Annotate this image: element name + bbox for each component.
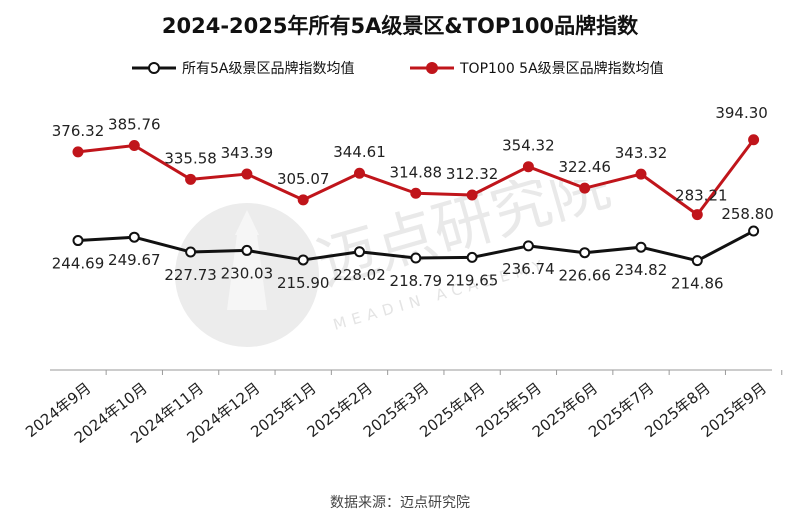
- data-label-top100: 343.32: [615, 144, 668, 162]
- data-label-all-5a: 215.90: [277, 274, 330, 292]
- data-point-all-5a: [72, 235, 84, 247]
- data-point-top100: [579, 182, 591, 194]
- legend-marker-top100: [410, 62, 454, 74]
- data-label-all-5a: 230.03: [221, 264, 274, 282]
- data-point-all-5a: [128, 231, 140, 243]
- data-label-all-5a: 214.86: [671, 275, 724, 293]
- data-point-all-5a: [185, 246, 197, 258]
- data-label-top100: 385.76: [108, 116, 161, 134]
- legend-item-top100: TOP100 5A级景区品牌指数均值: [410, 58, 664, 78]
- data-label-all-5a: 236.74: [502, 260, 555, 278]
- data-label-top100: 312.32: [446, 165, 499, 183]
- data-point-top100: [691, 209, 703, 221]
- legend-marker-all-5a: [132, 62, 176, 74]
- data-point-top100: [241, 168, 253, 180]
- data-label-top100: 344.61: [333, 143, 386, 161]
- data-label-top100: 283.21: [675, 187, 728, 205]
- data-point-top100: [748, 134, 760, 146]
- data-label-top100: 376.32: [52, 122, 105, 140]
- data-point-top100: [297, 194, 309, 206]
- legend-item-all-5a: 所有5A级景区品牌指数均值: [132, 58, 354, 78]
- data-label-top100: 322.46: [558, 158, 611, 176]
- legend-label-top100: TOP100 5A级景区品牌指数均值: [460, 61, 664, 77]
- data-label-all-5a: 227.73: [164, 266, 217, 284]
- data-point-top100: [522, 161, 534, 173]
- data-point-top100: [410, 187, 422, 199]
- data-point-all-5a: [579, 247, 591, 259]
- data-label-all-5a: 234.82: [615, 261, 668, 279]
- data-label-top100: 305.07: [277, 170, 330, 188]
- data-point-top100: [466, 189, 478, 201]
- data-point-top100: [354, 167, 365, 179]
- data-point-top100: [635, 168, 647, 180]
- data-point-top100: [185, 173, 197, 185]
- data-label-top100: 354.32: [502, 137, 555, 155]
- data-label-top100: 335.58: [164, 149, 217, 167]
- data-label-all-5a: 218.79: [390, 272, 443, 290]
- data-label-all-5a: 258.80: [721, 205, 774, 223]
- data-label-top100: 394.30: [715, 104, 768, 122]
- data-point-top100: [72, 146, 84, 158]
- data-point-all-5a: [635, 241, 647, 253]
- data-point-top100: [128, 140, 140, 152]
- data-point-all-5a: [748, 225, 760, 237]
- data-point-all-5a: [410, 252, 422, 264]
- data-source: 数据来源：迈点研究院: [330, 495, 470, 511]
- data-label-all-5a: 249.67: [108, 251, 161, 269]
- data-label-all-5a: 244.69: [52, 255, 105, 273]
- data-label-all-5a: 226.66: [558, 267, 611, 285]
- data-label-all-5a: 228.02: [333, 266, 386, 284]
- legend-label-all-5a: 所有5A级景区品牌指数均值: [182, 61, 355, 77]
- data-point-all-5a: [297, 254, 309, 266]
- legend: 所有5A级景区品牌指数均值 TOP100 5A级景区品牌指数均值: [0, 58, 800, 82]
- data-label-all-5a: 219.65: [446, 271, 499, 289]
- data-point-all-5a: [466, 251, 478, 263]
- data-label-top100: 343.39: [221, 144, 274, 162]
- data-point-all-5a: [522, 240, 534, 252]
- data-point-all-5a: [354, 246, 365, 258]
- data-label-top100: 314.88: [390, 163, 443, 181]
- data-point-all-5a: [241, 244, 253, 256]
- data-point-all-5a: [691, 255, 703, 267]
- chart-title: 2024-2025年所有5A级景区&TOP100品牌指数: [161, 14, 639, 38]
